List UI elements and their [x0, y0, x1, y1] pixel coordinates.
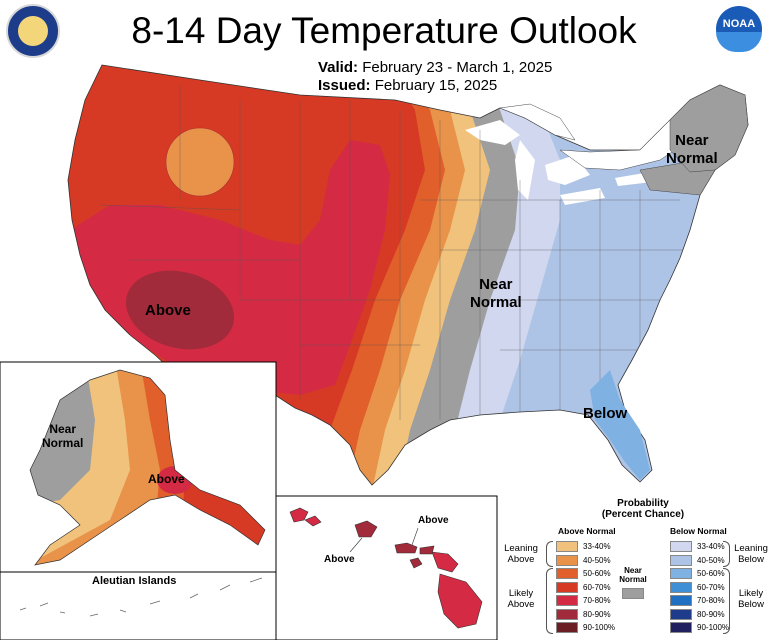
issued-label: Issued: — [318, 77, 371, 94]
conus-above-label: Above — [145, 302, 191, 319]
legend-above-swatch-1 — [556, 541, 578, 552]
valid-label: Valid: — [318, 59, 359, 76]
legend-below-bin-label-2: 40-50% — [697, 555, 725, 565]
legend-below-swatch-5 — [670, 595, 692, 606]
valid-value: February 23 - March 1, 2025 — [362, 59, 553, 76]
legend-below-swatch-7 — [670, 622, 692, 633]
issued-line: Issued: February 15, 2025 — [318, 77, 497, 94]
conus-below-label: Below — [583, 405, 628, 422]
legend-above-bin-label-4: 60-70% — [583, 582, 611, 592]
issued-value: February 15, 2025 — [374, 77, 498, 94]
alaska-outline — [29, 369, 266, 566]
legend-above-swatch-2 — [556, 554, 578, 566]
hawaii-above-label-1: Above — [418, 515, 449, 526]
legend-below-bin-label-1: 33-40% — [697, 542, 725, 551]
legend-above-bin-label-5: 70-80% — [583, 596, 611, 605]
conus-near-normal-central-label: Near Normal — [470, 276, 522, 311]
legend-below-swatch-4 — [670, 581, 692, 593]
aleutian-islands-label: Aleutian Islands — [92, 575, 177, 587]
legend-below-bin-label-5: 70-80% — [697, 596, 725, 605]
probability-legend: Probability (Percent Chance) Above Normal… — [498, 496, 768, 640]
alaska-above-label: Above — [148, 472, 185, 486]
valid-line: Valid: February 23 - March 1, 2025 — [318, 59, 552, 76]
legend-above-swatch-3 — [556, 568, 578, 579]
legend-above-swatch-6 — [556, 608, 578, 620]
conus-near-normal-ne-label: Near Normal — [666, 132, 718, 167]
hawaii-islands — [289, 507, 483, 629]
legend-above-bin-label-3: 50-60% — [583, 569, 611, 578]
alaska-near-normal-label: Near Normal — [42, 422, 84, 450]
legend-likely-below: Likely Below — [738, 588, 764, 610]
legend-below-bin-label-4: 60-70% — [697, 582, 725, 592]
legend-above-swatch-4 — [556, 581, 578, 593]
legend-leaning-above: Leaning Above — [504, 543, 538, 565]
legend-above-bin-label-2: 40-50% — [583, 555, 611, 565]
legend-below-bin-label-3: 50-60% — [697, 569, 725, 578]
legend-below-swatch-2 — [670, 554, 692, 566]
legend-below-swatch-6 — [670, 608, 692, 620]
noaa-logo: NOAA — [716, 6, 762, 52]
legend-above-header: Above Normal — [558, 526, 616, 536]
legend-below-bin-label-6: 80-90% — [697, 609, 725, 619]
legend-above-bin-label-6: 80-90% — [583, 609, 611, 619]
legend-below-swatch-3 — [670, 568, 692, 579]
legend-near-normal-swatch — [622, 588, 644, 599]
legend-below-swatch-1 — [670, 541, 692, 552]
legend-above-bin-label-1: 33-40% — [583, 542, 611, 551]
aleutian-inset-frame — [0, 571, 277, 640]
aleutian-islands-shapes — [19, 577, 263, 617]
commerce-seal-logo — [6, 4, 60, 58]
legend-below-header: Below Normal — [670, 526, 727, 536]
legend-below-bin-label-7: 90-100% — [697, 623, 730, 632]
legend-leaning-below: Leaning Below — [734, 543, 768, 565]
legend-above-swatch-7 — [556, 622, 578, 633]
legend-near-normal-header: Near Normal — [619, 566, 647, 584]
legend-title: Probability (Percent Chance) — [601, 498, 685, 520]
legend-above-swatch-5 — [556, 595, 578, 606]
legend-above-bin-label-7: 90-100% — [583, 623, 616, 632]
legend-likely-above: Likely Above — [507, 588, 535, 610]
hawaii-above-label-2: Above — [324, 554, 355, 565]
page-title: 8-14 Day Temperature Outlook — [131, 10, 637, 51]
